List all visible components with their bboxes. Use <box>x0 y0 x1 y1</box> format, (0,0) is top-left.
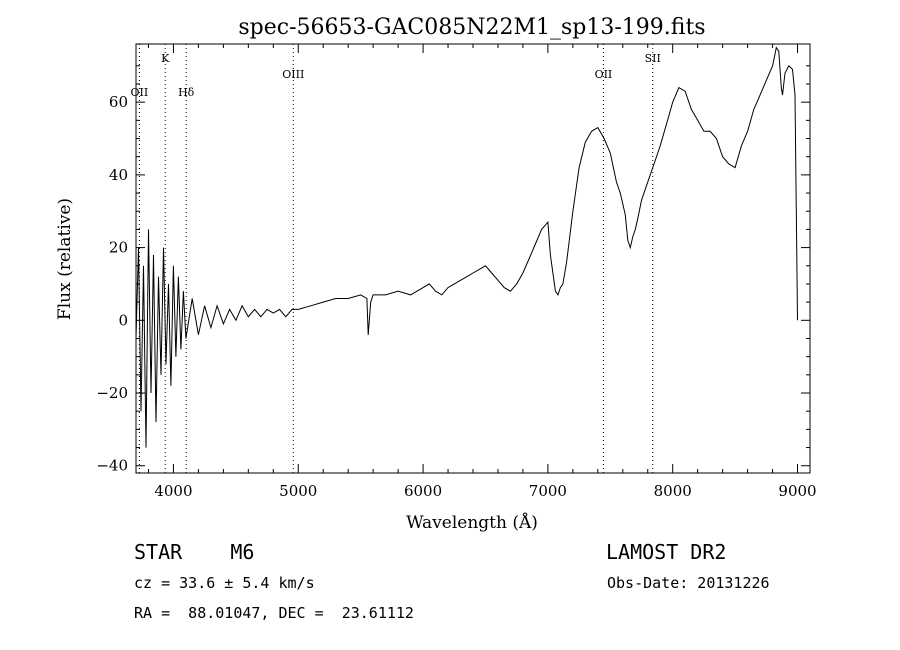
x-axis-label: Wavelength (Å) <box>406 512 538 533</box>
plot-frame <box>135 43 811 474</box>
y-tick-label-5: 60 <box>109 93 128 111</box>
y-tick-label-4: 40 <box>109 166 128 184</box>
y-tick-label-0: −40 <box>96 457 128 475</box>
object-class-label: STAR M6 <box>134 540 255 564</box>
y-tick-label-3: 20 <box>109 239 128 257</box>
marker-label-4: OII <box>595 68 613 81</box>
coordinates-label: RA = 88.01047, DEC = 23.61112 <box>134 604 414 622</box>
emission-line-markers: OII K Hδ OIII OII SII <box>131 44 661 473</box>
y-tick-label-2: 0 <box>118 311 128 329</box>
obs-date-label: Obs-Date: 20131226 <box>607 574 770 592</box>
x-tick-label-0: 4000 <box>154 482 192 500</box>
redshift-label: cz = 33.6 ± 5.4 km/s <box>134 574 315 592</box>
survey-label: LAMOST DR2 <box>606 540 727 564</box>
axis-ticks: 4000 5000 6000 7000 8000 9000 −40 −20 0 20 40 60 <box>96 44 817 500</box>
marker-label-2: Hδ <box>178 86 195 99</box>
marker-label-5: SII <box>645 52 661 65</box>
chart-title: spec-56653-GAC085N22M1_sp13-199.fits <box>238 15 705 40</box>
marker-label-1: K <box>161 52 170 65</box>
x-tick-label-1: 5000 <box>279 482 317 500</box>
y-tick-label-1: −20 <box>96 384 128 402</box>
y-axis-label: Flux (relative) <box>55 198 75 320</box>
x-tick-label-3: 7000 <box>529 482 567 500</box>
marker-label-3: OIII <box>282 68 304 81</box>
marker-label-0: OII <box>131 86 149 99</box>
x-tick-label-4: 8000 <box>654 482 692 500</box>
spectrum-line <box>135 46 798 448</box>
x-tick-label-2: 6000 <box>404 482 442 500</box>
x-tick-label-5: 9000 <box>778 482 816 500</box>
